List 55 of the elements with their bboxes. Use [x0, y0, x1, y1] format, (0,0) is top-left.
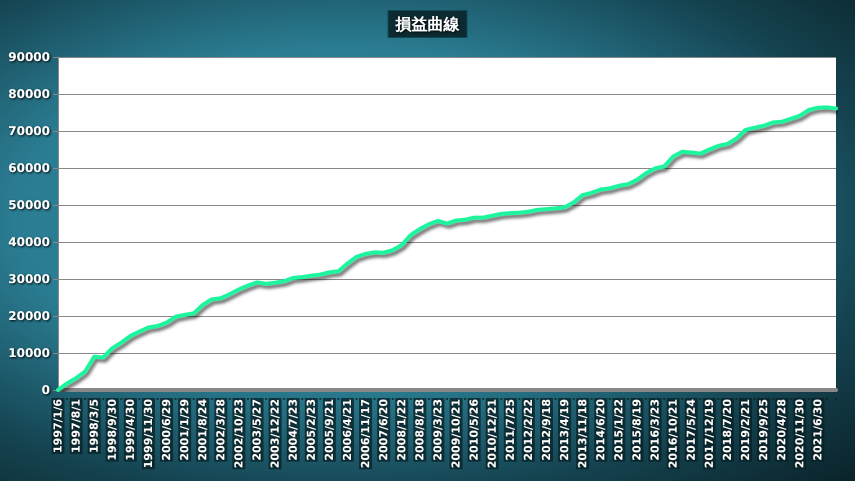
- x-tick-label: 2010/5/26: [468, 398, 481, 461]
- x-tick-label: 2004/7/23: [286, 399, 300, 461]
- x-tick-label: 2006/11/17: [359, 399, 372, 468]
- x-tick-label: 2017/5/24: [684, 398, 698, 461]
- x-tick-label: 2021/6/30: [811, 398, 824, 461]
- y-tick-label: 40000: [8, 235, 50, 249]
- line-series: [56, 105, 838, 392]
- x-tick-label: 2008/1/22: [395, 399, 408, 461]
- x-tick-label: 2009/3/23: [431, 399, 444, 461]
- x-tick-label: 2011/7/25: [504, 399, 517, 461]
- x-tick-label: 2009/10/21: [450, 399, 463, 468]
- x-tick-label: 1997/8/1: [70, 399, 83, 453]
- x-tick-label: 2008/8/18: [413, 399, 426, 461]
- x-tick-label: 2019/2/21: [739, 399, 752, 461]
- x-tick-label: 2016/3/23: [648, 399, 662, 461]
- x-tick-label: 2001/1/29: [178, 399, 192, 461]
- x-tick-label: 2001/8/24: [196, 398, 210, 461]
- x-tick-label: 2005/2/23: [304, 399, 318, 461]
- x-tick-label: 2002/10/23: [232, 399, 246, 468]
- x-tick-label: 2012/9/18: [540, 399, 554, 461]
- x-tick-label: 1999/4/30: [124, 398, 137, 461]
- y-tick-label: 50000: [8, 198, 50, 212]
- y-tick-label: 70000: [8, 124, 50, 138]
- x-tick-label: 1999/11/30: [142, 398, 155, 468]
- x-tick-label: 2015/8/19: [630, 399, 644, 461]
- x-tick-label: 2005/9/21: [322, 399, 336, 461]
- x-tick-label: 2015/1/22: [612, 399, 626, 461]
- x-tick-label: 2007/6/20: [377, 398, 390, 461]
- y-tick-label: 30000: [8, 272, 50, 286]
- y-tick-label: 10000: [8, 346, 50, 360]
- x-tick-label: 1997/1/6: [52, 398, 64, 453]
- x-tick-label: 2019/9/25: [757, 399, 770, 461]
- x-tick-label: 2006/4/21: [340, 399, 354, 461]
- x-tick-label: 2013/11/18: [576, 399, 590, 468]
- x-tick-label: 2014/6/20: [594, 398, 608, 461]
- x-tick-label: 2020/11/30: [793, 398, 806, 468]
- chart-title: 損益曲線: [394, 14, 460, 34]
- x-tick-label: 2018/7/20: [720, 398, 734, 461]
- y-tick-label: 20000: [8, 309, 50, 323]
- x-tick-label: 2016/10/21: [666, 399, 680, 468]
- x-tick-label: 2013/4/19: [558, 399, 572, 461]
- y-tick-label: 80000: [8, 87, 50, 101]
- x-tick-label: 1998/9/30: [106, 398, 119, 461]
- x-tick-label: 2003/12/22: [268, 399, 282, 468]
- x-tick-label: 2000/6/29: [160, 399, 174, 461]
- x-tick-label: 1998/3/5: [88, 399, 101, 453]
- y-tick-label: 0: [42, 383, 50, 397]
- x-tick-label: 2003/5/27: [250, 399, 264, 461]
- x-tick-label: 2010/12/21: [486, 399, 499, 468]
- x-tick-label: 2017/12/19: [702, 399, 716, 468]
- y-tick-label: 60000: [8, 161, 50, 175]
- x-tick-label: 2002/3/28: [214, 399, 228, 461]
- x-tick-label: 2020/4/28: [775, 399, 788, 461]
- x-tick-label: 2012/2/22: [522, 399, 535, 461]
- y-tick-label: 90000: [8, 50, 50, 64]
